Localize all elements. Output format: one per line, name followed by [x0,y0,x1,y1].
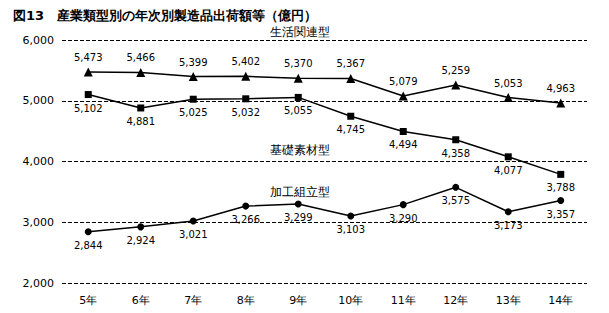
svg-text:5,259: 5,259 [441,65,470,76]
svg-text:4,494: 4,494 [389,139,418,150]
svg-text:9年: 9年 [289,294,307,307]
svg-text:8年: 8年 [237,294,255,307]
svg-text:加工組立型: 加工組立型 [270,185,330,199]
svg-text:12年: 12年 [443,294,468,307]
svg-text:4,745: 4,745 [336,124,365,135]
svg-text:4,358: 4,358 [441,148,470,159]
svg-text:3,357: 3,357 [546,209,575,220]
svg-text:3,173: 3,173 [494,220,523,231]
svg-text:4,881: 4,881 [126,116,155,127]
svg-text:生活関連型: 生活関連型 [270,25,330,39]
svg-text:5年: 5年 [79,294,97,307]
svg-text:5,367: 5,367 [336,58,365,69]
svg-text:4,963: 4,963 [546,83,575,94]
svg-text:5,370: 5,370 [284,58,313,69]
svg-text:2,924: 2,924 [126,235,155,246]
svg-text:5,000: 5,000 [23,94,55,107]
svg-text:5,102: 5,102 [74,103,103,114]
svg-text:5,466: 5,466 [126,52,155,63]
svg-text:図13 産業類型別の年次別製造品出荷額等（億円）: 図13 産業類型別の年次別製造品出荷額等（億円） [13,8,317,23]
svg-text:7年: 7年 [184,294,202,307]
svg-text:3,000: 3,000 [23,216,55,229]
svg-text:5,399: 5,399 [179,57,208,68]
svg-text:3,103: 3,103 [336,224,365,235]
svg-text:3,021: 3,021 [179,229,208,240]
svg-text:3,575: 3,575 [441,195,470,206]
svg-text:5,025: 5,025 [179,107,208,118]
svg-text:3,299: 3,299 [284,212,313,223]
svg-text:5,402: 5,402 [231,56,260,67]
svg-text:5,473: 5,473 [74,52,103,63]
svg-text:10年: 10年 [338,294,363,307]
svg-text:5,055: 5,055 [284,105,313,116]
svg-text:3,290: 3,290 [389,213,418,224]
svg-text:5,053: 5,053 [494,78,523,89]
svg-text:6年: 6年 [132,294,150,307]
svg-text:2,000: 2,000 [23,277,55,290]
svg-text:3,788: 3,788 [546,182,575,193]
svg-text:14年: 14年 [548,294,573,307]
svg-text:3,266: 3,266 [231,214,260,225]
svg-text:11年: 11年 [391,294,416,307]
svg-text:5,032: 5,032 [231,107,260,118]
svg-text:基礎素材型: 基礎素材型 [270,143,330,157]
svg-text:4,000: 4,000 [23,155,55,168]
svg-text:2,844: 2,844 [74,240,103,251]
svg-text:13年: 13年 [496,294,521,307]
svg-text:6,000: 6,000 [23,34,55,47]
svg-text:4,077: 4,077 [494,165,523,176]
svg-text:5,079: 5,079 [389,76,418,87]
